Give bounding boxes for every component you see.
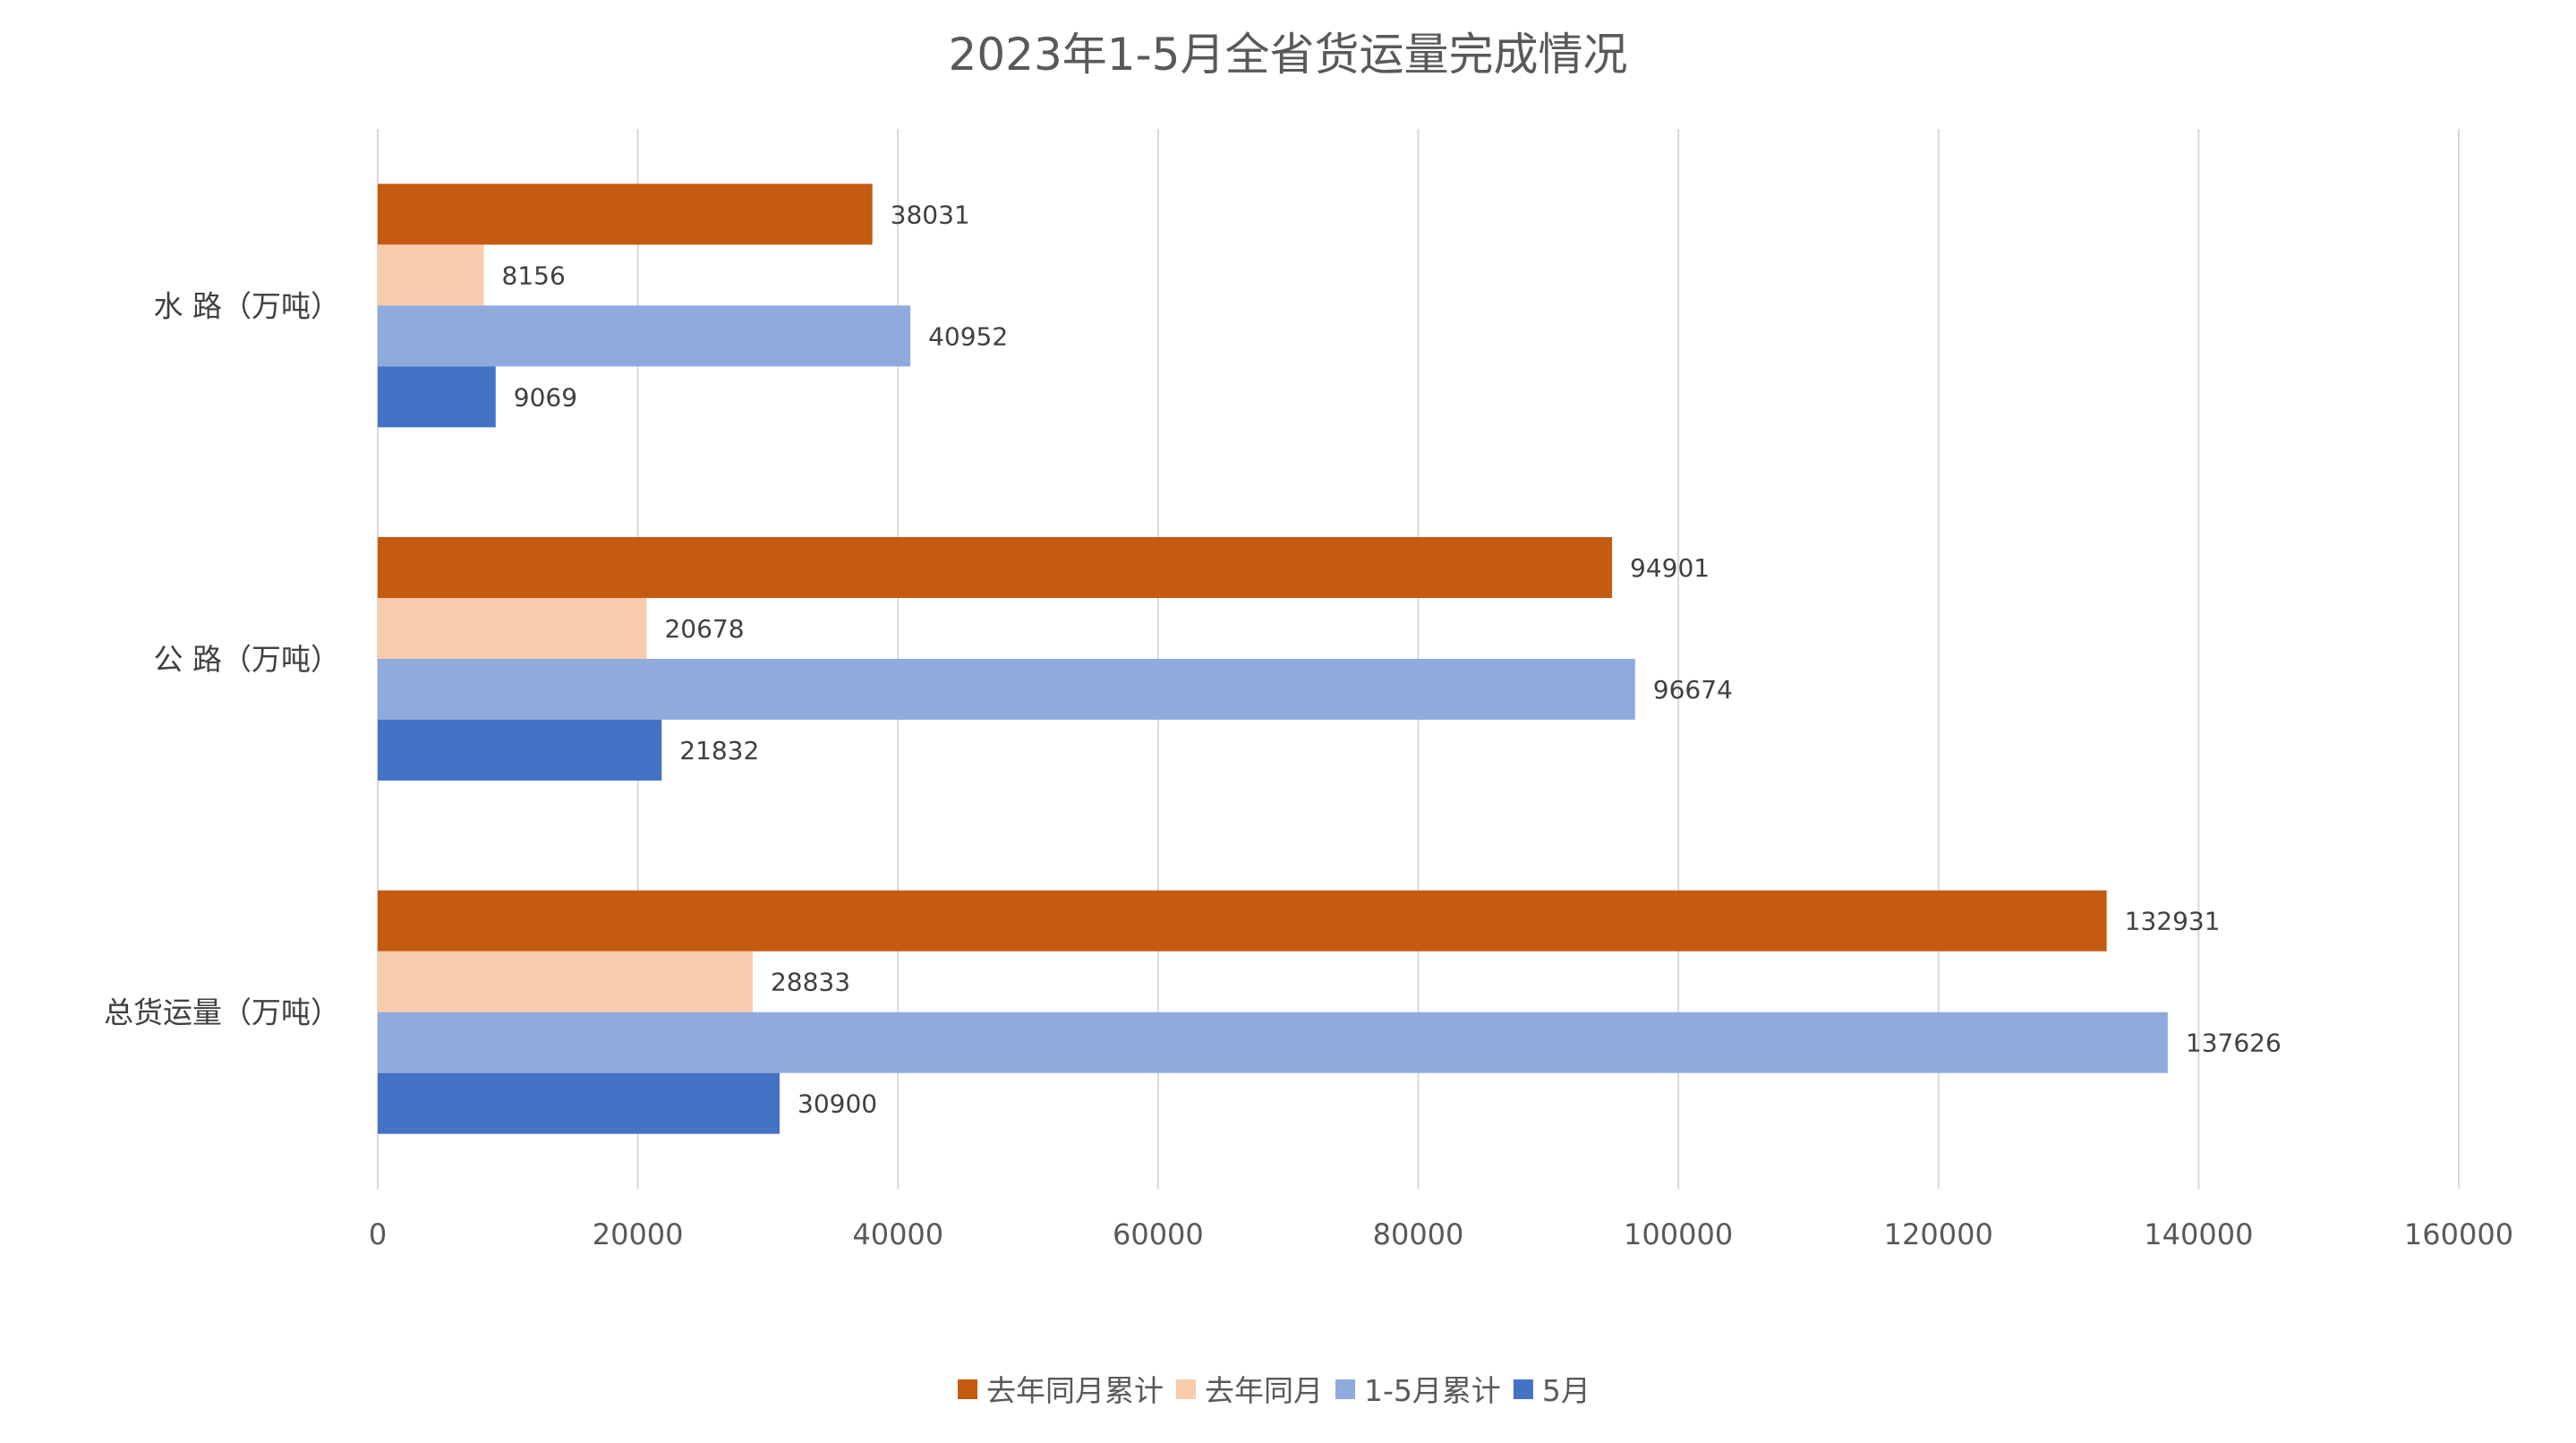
category-label: 水 路（万吨） [154,288,341,323]
bar [378,244,484,306]
legend-swatch [1513,1379,1533,1399]
x-tick-label: 80000 [1373,1217,1464,1251]
category-label: 公 路（万吨） [154,642,341,677]
data-label: 8156 [502,260,566,290]
data-label: 40952 [928,321,1008,351]
legend-label: 5月 [1542,1373,1591,1408]
data-label: 94901 [1630,553,1710,583]
x-tick-label: 60000 [1113,1217,1204,1251]
data-label: 137626 [2186,1029,2282,1058]
bar [378,951,753,1012]
legend-label: 1-5月累计 [1364,1373,1501,1408]
category-labels: 水 路（万吨） 公 路（万吨） 总货运量（万吨） [104,288,340,1029]
data-label: 132931 [2125,907,2221,936]
bar [378,1072,780,1134]
bars: 38031 8156 40952 9069 94901 20678 96674 21832 13… [378,184,2282,1134]
data-label: 96674 [1653,675,1733,704]
bar [378,720,662,781]
bar [378,366,496,428]
chart-title: 2023年1-5月全省货运量完成情况 [949,29,1628,81]
bar [378,598,647,659]
legend-swatch [958,1379,977,1399]
bar [378,890,2107,952]
legend-swatch [1335,1379,1355,1399]
x-tick-label: 160000 [2404,1217,2513,1251]
bar [378,305,911,367]
x-tick-label: 40000 [852,1217,943,1251]
legend-label: 去年同月累计 [986,1373,1164,1408]
legend-label: 去年同月 [1205,1373,1323,1408]
x-tick-label: 100000 [1624,1217,1733,1251]
data-label: 28833 [771,968,850,997]
bar [378,659,1635,720]
category-label: 总货运量（万吨） [104,995,340,1030]
legend-swatch [1176,1379,1196,1399]
bar [378,537,1613,598]
data-label: 21832 [679,736,759,765]
bar [378,1012,2168,1073]
data-label: 38031 [891,200,970,229]
x-tick-label: 20000 [593,1217,684,1251]
data-label: 30900 [798,1089,877,1119]
x-tick-label: 120000 [1884,1217,1993,1251]
bar [378,184,873,245]
x-tick-label: 140000 [2144,1217,2253,1251]
x-tick-label: 0 [369,1217,387,1251]
legend: 去年同月累计 去年同月 1-5月累计 5月 [958,1373,1591,1408]
data-label: 20678 [664,614,744,644]
x-axis-ticks: 0 20000 40000 60000 80000 100000 120000 140000 1… [369,1217,2513,1251]
data-label: 9069 [514,382,577,412]
